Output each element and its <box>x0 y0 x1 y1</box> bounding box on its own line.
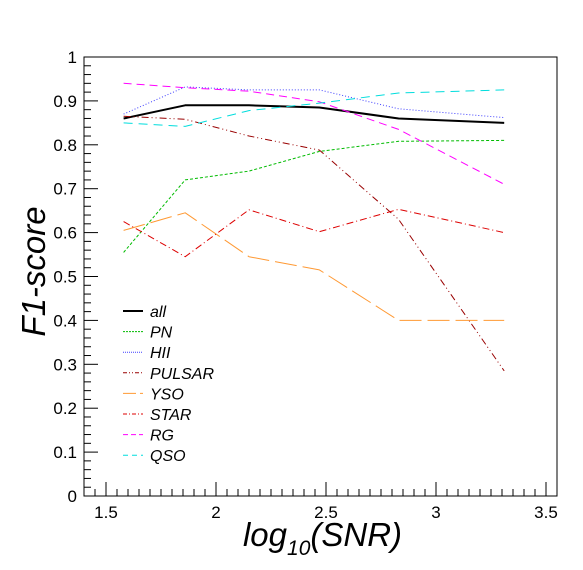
legend-label-all: all <box>150 304 166 321</box>
series-line-hii <box>123 86 505 119</box>
y-axis: 0 0.1 0.2 0.3 0.4 0.5 0.6 0.7 0.8 0.9 1 <box>53 48 98 506</box>
y-tick-label: 0.7 <box>53 180 77 199</box>
y-tick-label: 1 <box>68 48 77 67</box>
y-axis-title: F1-score <box>15 206 52 336</box>
y-tick-label: 0.2 <box>53 399 77 418</box>
series-line-pulsar <box>123 115 505 372</box>
x-tick-label: 3.5 <box>534 503 558 522</box>
x-tick-label: 2.5 <box>314 503 338 522</box>
series-line-qso <box>123 89 505 127</box>
legend-label-yso: YSO <box>150 386 184 403</box>
series-line-rg <box>123 82 505 185</box>
y-tick-label: 0.8 <box>53 136 77 155</box>
legend: all PN HII PULSAR YSO STAR RG QSO <box>123 304 214 465</box>
legend-label-rg: RG <box>150 428 174 445</box>
x-tick-label: 1.5 <box>94 503 118 522</box>
legend-label-hii: HII <box>150 345 171 362</box>
y-tick-label: 0.1 <box>53 443 77 462</box>
x-axis: 1.5 2 2.5 3 3.5 <box>83 482 558 522</box>
legend-label-pulsar: PULSAR <box>150 366 214 383</box>
x-axis-title-subscript: 10 <box>287 537 311 560</box>
x-tick-label: 2 <box>211 503 220 522</box>
x-axis-title-main: log <box>243 516 288 553</box>
legend-label-pn: PN <box>150 325 173 342</box>
x-axis-title: log10(SNR) <box>243 516 402 560</box>
series-line-all <box>123 104 505 124</box>
legend-label-qso: QSO <box>150 448 186 465</box>
y-tick-label: 0.4 <box>53 311 77 330</box>
y-tick-label: 0.9 <box>53 92 77 111</box>
y-tick-label: 0.3 <box>53 355 77 374</box>
series-layer <box>123 82 505 372</box>
x-axis-title-suffix: (SNR) <box>310 516 402 553</box>
y-tick-label: 0.5 <box>53 268 77 287</box>
x-tick-label: 3 <box>431 503 440 522</box>
series-line-pn <box>123 139 505 253</box>
legend-label-star: STAR <box>150 407 192 424</box>
y-tick-label: 0.6 <box>53 224 77 243</box>
y-tick-label: 0 <box>68 487 77 506</box>
series-line-yso <box>123 212 505 321</box>
series-line-star <box>123 208 505 258</box>
